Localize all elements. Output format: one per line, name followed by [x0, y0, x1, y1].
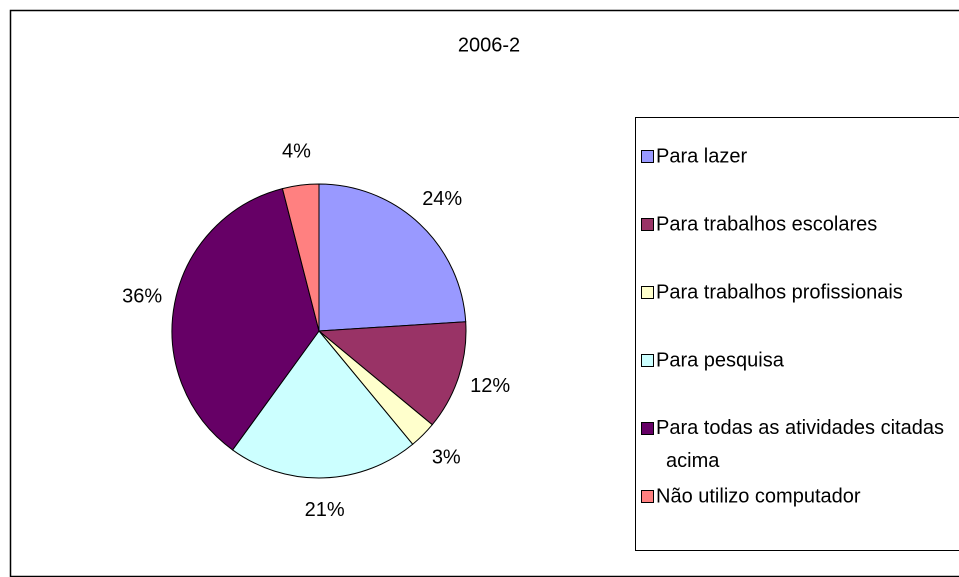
pie-slice: [281, 183, 320, 332]
legend-swatch: [641, 150, 654, 163]
legend-swatch: [641, 286, 654, 299]
value-label: 3%: [432, 447, 461, 469]
value-label: 12%: [470, 375, 510, 397]
pie-slice: [318, 183, 467, 332]
legend-label: Para todas as atividades citadas acima: [656, 417, 944, 472]
legend-label: Para pesquisa: [656, 349, 785, 371]
pie-slice: [171, 188, 320, 451]
pie-slice: [317, 321, 467, 426]
legend-swatch: [641, 490, 654, 503]
legend-label: Para lazer: [656, 145, 747, 167]
value-label: 4%: [282, 141, 311, 163]
chart-title: 2006-2: [458, 34, 520, 56]
pie-slice: [231, 330, 414, 479]
legend-label: Para trabalhos escolares: [656, 213, 877, 235]
legend-swatch: [641, 354, 654, 367]
legend-label-line: acima: [666, 450, 720, 472]
legend-label: Para trabalhos profissionais: [656, 281, 903, 303]
legend-swatch: [641, 422, 654, 435]
value-label: 36%: [122, 286, 162, 308]
legend-swatch: [641, 218, 654, 231]
value-label: 21%: [305, 499, 345, 521]
legend-label: Não utilizo computador: [656, 485, 861, 507]
legend-box: [635, 117, 959, 551]
value-label: 24%: [422, 188, 462, 210]
legend-label-line: Para todas as atividades citadas: [656, 417, 944, 439]
